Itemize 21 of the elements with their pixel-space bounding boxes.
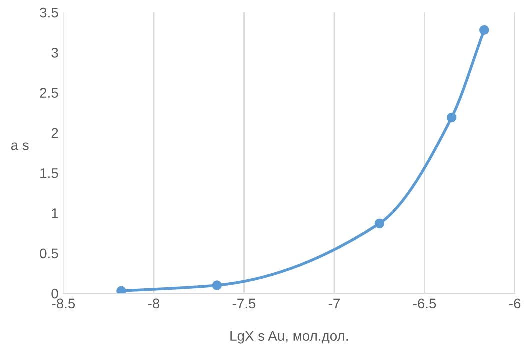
x-tick-label: -7 (328, 298, 340, 308)
x-tick-label: -6 (510, 298, 521, 309)
y-tick-label: 0 (52, 288, 58, 299)
y-tick-label: 2 (52, 128, 58, 138)
x-tick-label: -8.5 (52, 298, 76, 309)
point (374, 218, 385, 229)
y-tick-label: 3.5 (40, 8, 58, 18)
x-tick-label: -8 (148, 298, 160, 309)
point (447, 112, 457, 123)
x-axis-title: LgX s Au, мол.дол. (230, 331, 348, 344)
y-tick-label: 1 (52, 208, 58, 218)
x-tick-label: -7.5 (232, 298, 256, 309)
point (480, 25, 490, 36)
point (116, 286, 126, 294)
x-tick-label: -6.5 (413, 298, 436, 309)
y-tick-label: 0.5 (40, 248, 58, 259)
point (212, 280, 222, 290)
y-tick-label: 3 (52, 48, 58, 58)
y-tick-label: 1.5 (40, 168, 58, 178)
y-axis-title: a s (11, 142, 29, 150)
y-tick-label: 2.5 (40, 88, 58, 98)
